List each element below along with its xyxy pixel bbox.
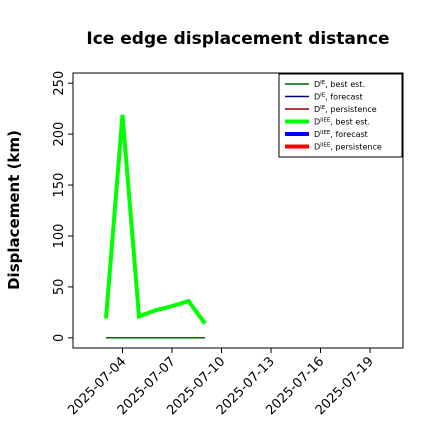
legend-entry: DIE, best est.	[314, 80, 365, 89]
legend-entry-suffix: , persistence	[330, 143, 381, 152]
legend-box	[278, 73, 403, 158]
legend-entry-suffix: , best est.	[325, 80, 365, 89]
legend-entry-sup: IE	[320, 105, 326, 111]
series-line-0	[104, 114, 207, 325]
legend-entry-sup: IIEE	[320, 130, 331, 136]
y-tick-label: 200	[52, 122, 67, 147]
x-axis: 2025-07-042025-07-072025-07-102025-07-13…	[65, 348, 377, 418]
y-tick-label: 0	[52, 334, 67, 342]
y-axis-label: Displacement (km)	[5, 130, 23, 290]
legend-entry-suffix: , best est.	[330, 118, 370, 127]
legend-entry: DIE, forecast	[314, 93, 363, 102]
legend-entry-sup: IE	[320, 80, 326, 86]
y-tick-label: 250	[52, 71, 67, 96]
legend-entry: DIIEE, best est.	[314, 118, 370, 127]
legend-entry-base: D	[314, 143, 320, 152]
y-tick-label: 100	[52, 224, 67, 249]
legend-entry: DIIEE, forecast	[314, 130, 368, 139]
legend-entry-base: D	[314, 105, 320, 114]
y-tick-label: 50	[52, 279, 67, 296]
legend-entry-base: D	[314, 80, 320, 89]
chart-title: Ice edge displacement distance	[86, 29, 389, 49]
legend-entry: DIIEE, persistence	[314, 143, 382, 152]
legend-entry-suffix: , forecast	[325, 93, 362, 102]
legend-entry: DIE, persistence	[314, 105, 377, 114]
legend-entry-base: D	[314, 130, 320, 139]
legend-entry-sup: IIEE	[320, 143, 331, 149]
legend-entry-sup: IE	[320, 93, 326, 99]
series-layer	[104, 114, 207, 339]
legend-entry-base: D	[314, 93, 320, 102]
legend-entry-sup: IIEE	[320, 118, 331, 124]
legend-entry-suffix: , forecast	[330, 130, 367, 139]
y-tick-label: 150	[52, 173, 67, 198]
legend-entry-base: D	[314, 118, 320, 127]
legend-entry-suffix: , persistence	[325, 105, 376, 114]
y-axis: 0 50 100 150 200 250	[52, 71, 73, 342]
plot-area	[72, 72, 404, 349]
